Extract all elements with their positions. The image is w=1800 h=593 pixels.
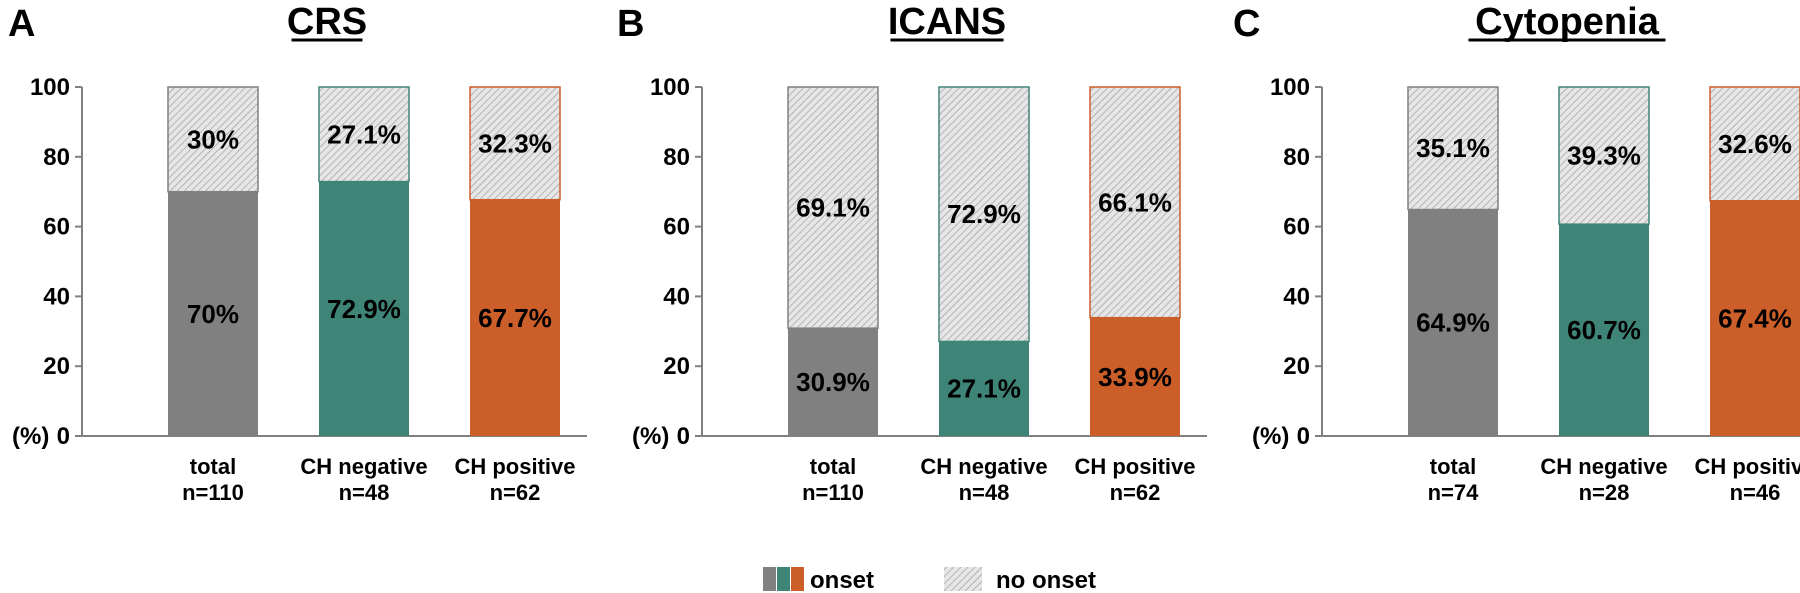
y-axis-unit: (%) [12, 423, 49, 450]
y-tick-label: 20 [43, 353, 70, 380]
x-category-n-label: n=62 [1110, 480, 1161, 505]
data-label-onset: 33.9% [1098, 362, 1172, 392]
y-tick-label: 20 [1283, 353, 1310, 380]
legend-label-no-onset: no onset [996, 567, 1096, 593]
bar-onset [1559, 224, 1649, 436]
data-label-onset: 60.7% [1567, 315, 1641, 345]
y-tick-label: 0 [677, 423, 690, 450]
x-category-label: CH positive [454, 454, 575, 479]
data-label-no-onset: 69.1% [796, 193, 870, 223]
y-tick-label: 0 [57, 423, 70, 450]
panel-letter: C [1233, 3, 1260, 45]
bar-no-onset [318, 86, 410, 183]
data-label-onset: 30.9% [796, 367, 870, 397]
y-tick-label: 80 [1283, 144, 1310, 171]
x-category-n-label: n=62 [490, 480, 541, 505]
x-category-label: CH negative [1540, 454, 1667, 479]
bar-onset [1090, 317, 1180, 436]
bar-no-onset [1089, 86, 1181, 319]
panel-letter: A [8, 3, 35, 45]
x-category-label: CH negative [300, 454, 427, 479]
data-label-no-onset: 32.6% [1718, 129, 1792, 159]
x-category-n-label: n=48 [959, 480, 1010, 505]
y-tick-label: 80 [43, 144, 70, 171]
x-category-n-label: n=46 [1730, 480, 1781, 505]
bar-onset [939, 341, 1029, 436]
bar-onset [168, 191, 258, 436]
legend-label-onset: onset [810, 567, 874, 593]
y-tick-label: 40 [663, 283, 690, 310]
data-label-onset: 70% [187, 299, 239, 329]
y-axis-unit: (%) [1252, 423, 1289, 450]
bar-no-onset [1407, 86, 1499, 211]
y-tick-label: 100 [650, 74, 690, 101]
bar-onset [470, 199, 560, 436]
data-label-no-onset: 72.9% [947, 199, 1021, 229]
data-label-onset: 72.9% [327, 294, 401, 324]
x-category-label: total [810, 454, 856, 479]
legend-swatch-total [763, 567, 776, 591]
data-label-no-onset: 35.1% [1416, 133, 1490, 163]
bar-onset [1408, 209, 1498, 436]
data-label-onset: 67.7% [478, 303, 552, 333]
bar-no-onset [938, 86, 1030, 343]
x-category-n-label: n=110 [182, 480, 244, 505]
panel-title: ICANS [888, 1, 1006, 43]
data-label-no-onset: 30% [187, 124, 239, 154]
y-tick-label: 80 [663, 144, 690, 171]
data-label-onset: 67.4% [1718, 303, 1792, 333]
data-label-no-onset: 27.1% [327, 119, 401, 149]
y-tick-label: 100 [1270, 74, 1310, 101]
legend: onset no onset [763, 567, 1096, 593]
bar-onset [1710, 200, 1800, 436]
y-tick-label: 40 [43, 283, 70, 310]
x-category-label: CH positive [1074, 454, 1195, 479]
x-category-label: CH negative [920, 454, 1047, 479]
bar-onset [319, 181, 409, 436]
legend-swatch-ch-negative [777, 567, 790, 591]
x-category-n-label: n=110 [802, 480, 864, 505]
y-tick-label: 100 [30, 74, 70, 101]
panel-title: Cytopenia [1475, 1, 1660, 43]
x-category-label: total [1430, 454, 1476, 479]
panel-title: CRS [287, 1, 367, 43]
panel-c: C Cytopenia 0 20 40 60 80 100 (%) 64.9% 35.1% total… [1233, 1, 1800, 505]
bar-no-onset [1558, 86, 1650, 225]
y-tick-label: 60 [663, 214, 690, 241]
bar-no-onset [469, 86, 561, 201]
bar-no-onset [1709, 86, 1800, 202]
bar-no-onset [167, 86, 259, 193]
data-label-no-onset: 32.3% [478, 128, 552, 158]
legend-swatch-ch-positive [791, 567, 804, 591]
y-tick-label: 40 [1283, 283, 1310, 310]
panel-b: B ICANS 0 20 40 60 80 100 (%) 30.9% 69.1% totaln=11… [617, 1, 1207, 505]
x-category-n-label: n=48 [339, 480, 390, 505]
y-axis-unit: (%) [632, 423, 669, 450]
x-category-label: CH positive [1694, 454, 1800, 479]
x-category-n-label: n=28 [1579, 480, 1630, 505]
y-tick-label: 60 [43, 214, 70, 241]
y-tick-label: 60 [1283, 214, 1310, 241]
legend-swatch-no-onset [944, 567, 982, 591]
y-tick-label: 20 [663, 353, 690, 380]
data-label-onset: 27.1% [947, 374, 1021, 404]
panels: A CRS020406080100(%)70%30%totaln=11072.9%… [8, 1, 1800, 505]
panel-letter: B [617, 3, 644, 45]
bar-onset [788, 328, 878, 436]
y-tick-label: 0 [1297, 423, 1310, 450]
data-label-onset: 64.9% [1416, 308, 1490, 338]
x-category-label: total [190, 454, 236, 479]
bar-no-onset [787, 86, 879, 329]
data-label-no-onset: 66.1% [1098, 187, 1172, 217]
data-label-no-onset: 39.3% [1567, 141, 1641, 171]
x-category-n-label: n=74 [1428, 480, 1480, 505]
